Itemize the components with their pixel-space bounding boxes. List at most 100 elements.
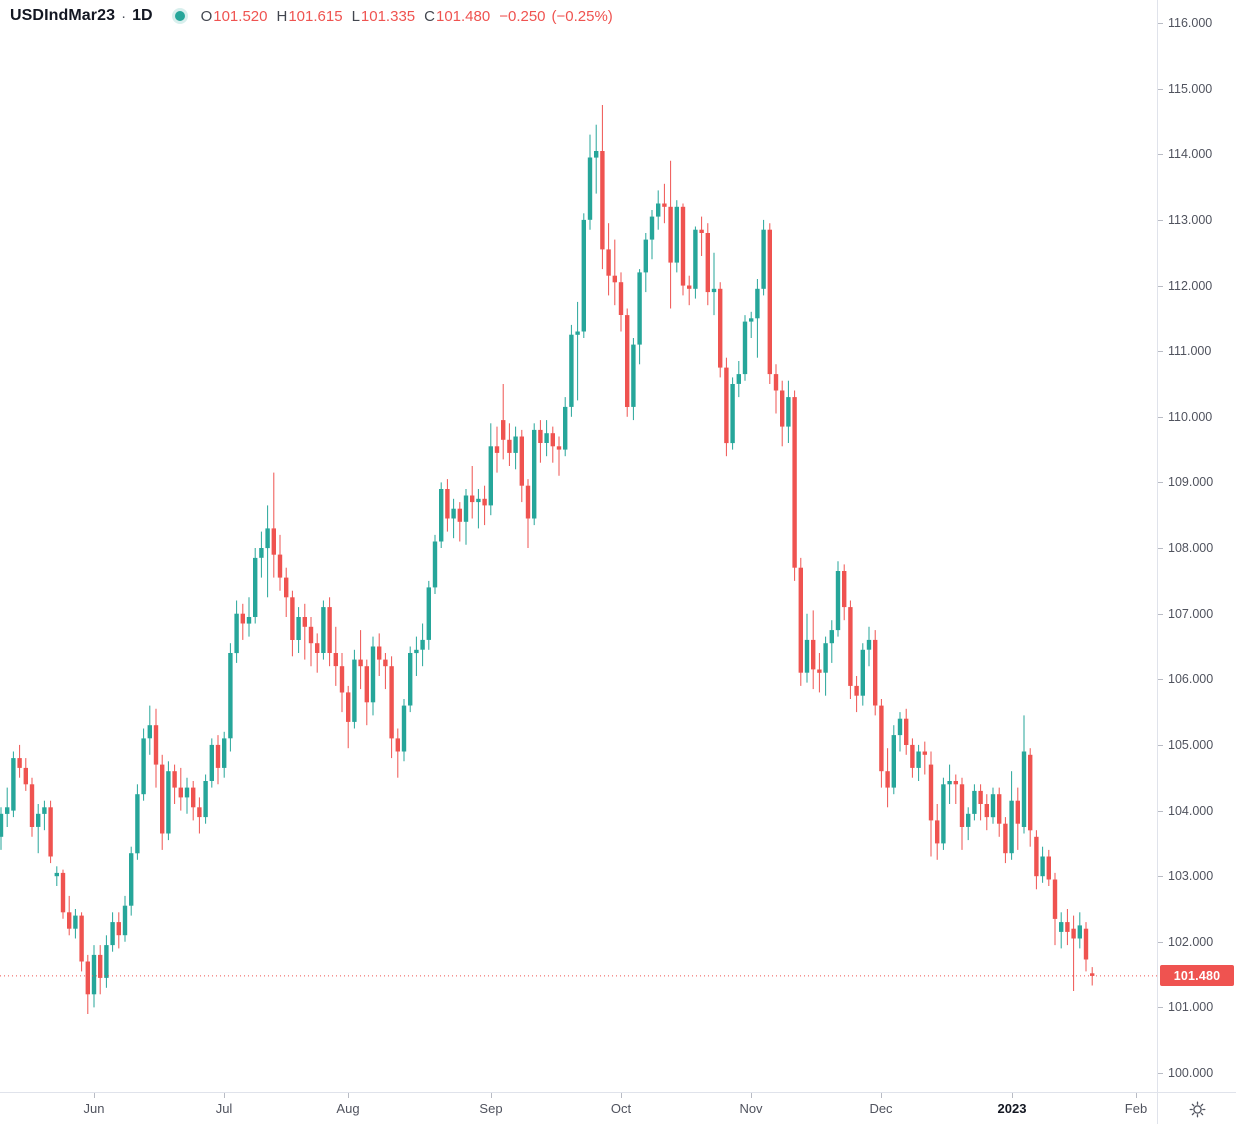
scale-settings-button[interactable] xyxy=(1157,1092,1236,1124)
price-axis-tick xyxy=(1158,679,1163,680)
candle xyxy=(674,200,679,273)
candle xyxy=(420,623,425,667)
candle xyxy=(166,761,171,841)
candle xyxy=(98,945,103,995)
price-axis-tick xyxy=(1158,23,1163,24)
time-scale[interactable]: Jun Jul Aug Sep Oct Nov Dec 2023 Feb xyxy=(0,1092,1157,1124)
candle xyxy=(54,866,59,886)
candle xyxy=(835,561,841,637)
candle xyxy=(544,420,549,457)
candle xyxy=(786,380,791,443)
candle xyxy=(854,676,859,713)
candle xyxy=(104,935,109,988)
candle xyxy=(271,472,276,578)
candle xyxy=(879,699,884,788)
candle xyxy=(1015,787,1020,850)
candle xyxy=(203,774,208,824)
candle xyxy=(904,708,909,755)
time-axis-label: Oct xyxy=(610,1101,632,1116)
price-axis-label: 116.000 xyxy=(1168,16,1213,30)
time-axis-label: Dec xyxy=(869,1101,893,1116)
candle xyxy=(581,213,586,338)
candle xyxy=(643,233,648,293)
candle xyxy=(234,600,239,663)
time-axis-tick xyxy=(1012,1093,1013,1098)
candle xyxy=(222,731,227,778)
candle xyxy=(1009,771,1014,860)
candle xyxy=(122,895,128,942)
price-axis-label: 111.000 xyxy=(1168,344,1212,358)
candle xyxy=(457,502,462,542)
price-axis-tick xyxy=(1158,942,1163,943)
candle xyxy=(290,590,295,657)
candle xyxy=(197,797,202,834)
candle xyxy=(91,945,97,1008)
candle xyxy=(873,630,878,716)
candle xyxy=(730,377,735,450)
candle xyxy=(333,626,338,686)
candle xyxy=(569,324,574,417)
candle xyxy=(1028,748,1033,847)
candle xyxy=(296,607,301,653)
price-axis-label: 109.000 xyxy=(1168,475,1214,489)
candle xyxy=(829,620,834,663)
candle xyxy=(842,564,847,621)
high-label: H xyxy=(276,7,288,25)
candle xyxy=(1046,849,1051,886)
candle xyxy=(556,436,562,476)
candle xyxy=(587,134,593,230)
candle xyxy=(327,597,332,667)
candle xyxy=(1034,830,1039,890)
price-axis-label: 105.000 xyxy=(1168,738,1214,752)
candle xyxy=(618,272,624,332)
candle xyxy=(761,219,766,296)
candle xyxy=(439,482,444,548)
time-axis-label: Sep xyxy=(479,1101,503,1116)
candle xyxy=(935,804,940,860)
candle xyxy=(1071,915,1076,991)
candle xyxy=(395,728,400,778)
price-axis-tick xyxy=(1158,154,1163,155)
candle xyxy=(606,223,611,296)
candle xyxy=(79,912,84,972)
time-axis-label: Jul xyxy=(215,1101,233,1116)
price-axis-label: 100.000 xyxy=(1168,1066,1214,1080)
symbol-title[interactable]: USDIndMar23 xyxy=(10,7,116,24)
candle xyxy=(507,423,512,466)
candle xyxy=(364,659,369,726)
candle xyxy=(73,909,78,939)
candle xyxy=(135,784,140,860)
chart-canvas[interactable] xyxy=(0,0,1157,1092)
high-value: 101.615 xyxy=(288,7,343,25)
candle xyxy=(432,534,438,594)
candle xyxy=(736,361,741,398)
time-axis-tick xyxy=(224,1093,225,1098)
close-value: 101.480 xyxy=(435,7,491,25)
candle xyxy=(426,580,431,650)
candle xyxy=(315,633,320,673)
market-status-dot-icon[interactable] xyxy=(174,11,185,21)
candle xyxy=(445,479,450,532)
candle xyxy=(1021,715,1027,834)
candle xyxy=(662,183,667,224)
price-axis-label: 115.000 xyxy=(1168,82,1213,96)
candle xyxy=(817,653,822,693)
candle xyxy=(308,617,314,667)
gear-icon xyxy=(1189,1101,1206,1117)
candle xyxy=(11,751,16,818)
candle xyxy=(36,804,41,854)
price-scale[interactable]: 101.480 116.000 115.000 114.000 113.000 112.… xyxy=(1157,0,1236,1092)
candle xyxy=(470,466,475,519)
candle xyxy=(916,744,921,781)
time-axis-tick xyxy=(491,1093,492,1098)
price-axis-label: 103.000 xyxy=(1168,869,1214,883)
candle xyxy=(110,912,115,952)
candle xyxy=(637,269,642,365)
candle xyxy=(408,646,413,713)
candle xyxy=(891,725,896,795)
interval-button[interactable]: 1D xyxy=(132,7,153,24)
candle xyxy=(724,357,729,457)
candle xyxy=(284,567,289,617)
candle xyxy=(519,429,524,503)
candle xyxy=(215,735,221,785)
